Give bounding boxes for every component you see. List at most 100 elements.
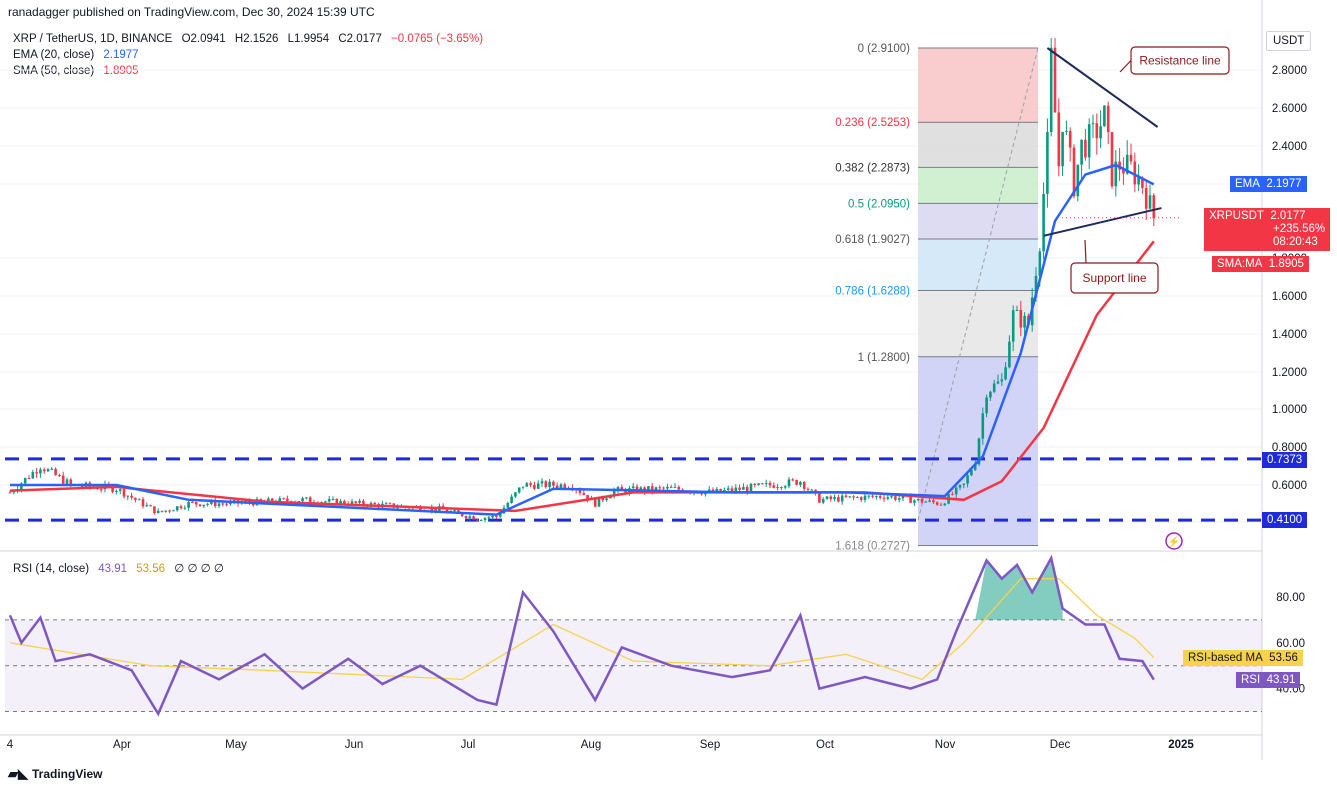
price-axis-label: 0.6000 <box>1272 480 1307 492</box>
candle-body <box>1038 251 1042 276</box>
candle-body <box>954 487 958 495</box>
candle-body <box>981 413 985 439</box>
candle-body <box>745 486 749 492</box>
candle-body <box>1046 132 1049 194</box>
candle-body <box>118 489 122 491</box>
candle-body <box>491 515 494 518</box>
candle-body <box>23 477 27 484</box>
candle-body <box>791 479 795 481</box>
rsi-ma-tag: RSI-based MA 53.56 <box>1183 650 1303 666</box>
candle-body <box>669 486 673 488</box>
candle-body <box>806 488 810 490</box>
ema-legend[interactable]: EMA (20, close) 2.1977 <box>13 47 139 63</box>
candle-body <box>187 501 190 508</box>
candle-body <box>225 503 228 505</box>
candle-body <box>453 510 456 512</box>
price-axis-label: 1.2000 <box>1272 367 1307 379</box>
candle-body <box>882 497 886 499</box>
candle-body <box>149 505 152 507</box>
candle-body <box>749 483 753 492</box>
candle-body <box>1008 341 1011 368</box>
candle-body <box>844 495 848 498</box>
candle-body <box>1053 47 1057 113</box>
candle-body <box>301 498 304 502</box>
candle-body <box>111 486 114 492</box>
candle-body <box>8 492 12 494</box>
candle-body <box>168 510 171 512</box>
tradingview-icon: ▰◣ <box>8 766 28 781</box>
candle-body <box>795 480 798 485</box>
candle-body <box>597 497 601 507</box>
candle-body <box>833 497 836 500</box>
time-axis-label: Nov <box>935 739 956 751</box>
candle-body <box>221 503 225 505</box>
candle-body <box>821 499 825 503</box>
fib-label: 0.236 (2.5253) <box>835 117 910 129</box>
candle-body <box>890 496 893 498</box>
candle-body <box>308 497 312 503</box>
candle-body <box>1110 132 1114 187</box>
candle-body <box>730 488 734 492</box>
candle-body <box>1080 139 1083 165</box>
candle-body <box>1076 164 1080 197</box>
candle-body <box>1065 130 1068 132</box>
fib-label: 1.618 (0.2727) <box>835 541 910 553</box>
candle-body <box>134 497 137 500</box>
currency-selector[interactable]: USDT <box>1266 31 1312 51</box>
candle-body <box>787 479 791 487</box>
candle-body <box>1129 154 1133 162</box>
publisher-header: ranadagger published on TradingView.com,… <box>8 5 375 19</box>
candle-body <box>1023 315 1026 328</box>
candle-body <box>141 499 145 507</box>
symbol-name[interactable]: XRP / TetherUS, 1D, BINANCE <box>13 33 173 45</box>
callout-box <box>1070 262 1159 294</box>
rsi-value: 43.91 <box>98 563 128 575</box>
candle-body <box>472 516 475 520</box>
candle-body <box>734 487 738 492</box>
candle-body <box>430 507 434 511</box>
candle-body <box>852 496 855 498</box>
candle-body <box>932 500 935 503</box>
candle-body <box>396 507 399 509</box>
time-axis-label: Oct <box>816 739 835 751</box>
candle-body <box>1114 161 1118 187</box>
callout-label: Support line <box>1082 271 1146 285</box>
price-axis-label: 2.8000 <box>1272 65 1307 77</box>
tradingview-logo[interactable]: ▰◣ TradingView <box>8 766 102 782</box>
candle-body <box>487 517 491 519</box>
rsi-tag: RSI 43.91 <box>1236 672 1301 688</box>
candle-body <box>1087 124 1091 158</box>
candle-body <box>707 489 711 492</box>
candle-body <box>916 498 920 501</box>
candle-body <box>529 483 532 486</box>
candle-body <box>666 486 669 489</box>
rsi-legend[interactable]: RSI (14, close) 43.91 53.56 ∅ ∅ ∅ ∅ <box>13 561 224 577</box>
candle-body <box>69 479 73 485</box>
candle-body <box>80 486 84 488</box>
candle-body <box>445 509 449 513</box>
candle-body <box>1068 130 1072 148</box>
candle-body <box>510 496 513 503</box>
candle-body <box>12 491 16 493</box>
candle-body <box>213 500 217 506</box>
candle-body <box>39 469 42 474</box>
candle-body <box>217 503 221 506</box>
candle-body <box>840 495 844 502</box>
candle-body <box>282 498 285 500</box>
rsi-band-fill <box>5 619 1262 712</box>
candle-body <box>521 486 525 488</box>
candle-body <box>871 495 874 497</box>
candle-body <box>939 504 943 506</box>
sma-legend[interactable]: SMA (50, close) 1.8905 <box>13 63 139 79</box>
candle-body <box>650 486 654 491</box>
candle-body <box>1106 105 1110 133</box>
candle-body <box>719 488 722 492</box>
candle-body <box>115 490 118 492</box>
candle-body <box>210 500 213 504</box>
candle-body <box>909 495 912 503</box>
candle-body <box>992 383 996 392</box>
candle-body <box>848 496 852 498</box>
candle-body <box>419 506 422 511</box>
sma-price-tag: SMA:MA 1.8905 <box>1212 256 1309 272</box>
